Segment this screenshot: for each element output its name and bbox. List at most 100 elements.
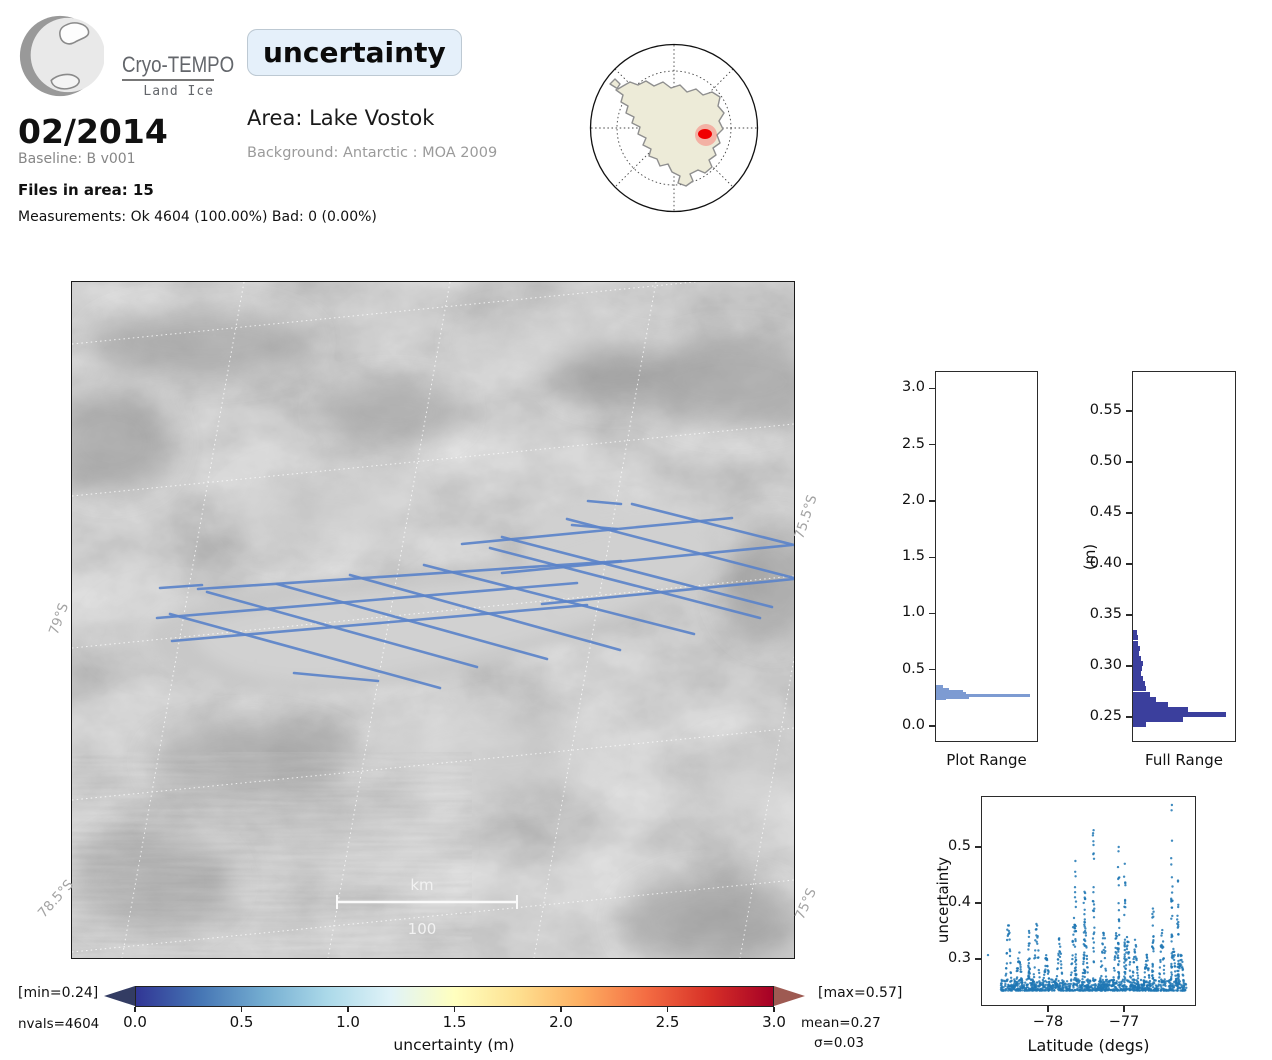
- colorbar-tick-label: 0.0: [123, 1013, 147, 1031]
- colorbar-over-arrow: [774, 986, 805, 1006]
- colorbar-tick-label: 3.0: [762, 1013, 786, 1031]
- hist-bar: [1133, 630, 1137, 636]
- measurements-summary: Measurements: Ok 4604 (100.00%) Bad: 0 (…: [18, 209, 377, 225]
- hist-bar: [1133, 650, 1139, 656]
- hist-bar: [1133, 655, 1141, 661]
- metric-title-chip: uncertainty: [247, 29, 462, 76]
- hist-bar: [1133, 717, 1183, 723]
- hist-bar: [936, 694, 1031, 697]
- full-range-histogram: (m) Full Range 0.25 0.30 0.35 0.40 0.45 0.50 0…: [1081, 371, 1236, 769]
- satellite-map: km 100: [0, 271, 863, 967]
- y-tick-label: 0.25: [1089, 708, 1122, 724]
- area-marker: [698, 129, 712, 139]
- y-tick-label: 0.40: [1089, 555, 1122, 571]
- colorbar-under-arrow: [104, 986, 135, 1006]
- hist-bar: [936, 696, 969, 699]
- background-subtitle: Background: Antarctic : MOA 2009: [247, 145, 498, 161]
- files-in-area: Files in area: 15: [18, 181, 154, 199]
- hist-bar: [936, 685, 943, 688]
- hist-bar: [936, 697, 946, 701]
- y-tick-label: 1.0: [901, 604, 925, 621]
- map-scalebar: km 100: [336, 876, 518, 938]
- track-line: [158, 583, 204, 590]
- y-tick-label: 1.5: [901, 548, 925, 565]
- hist-bar: [1133, 696, 1156, 702]
- hist-bar: [1133, 701, 1168, 707]
- y-tick-label: 0.5: [947, 838, 971, 854]
- hist-bar: [1133, 666, 1142, 672]
- colorbar-tick-label: 2.5: [655, 1013, 680, 1031]
- scalebar-unit: km: [410, 876, 433, 894]
- y-tick-label: 0.50: [1089, 453, 1122, 469]
- uncertainty-colorbar: [min=0.24] nvals=4604 [max=0.57] mean=0.…: [0, 978, 1272, 1060]
- report-baseline: Baseline: B v001: [18, 151, 136, 167]
- uncertainty-latitude-scatter: uncertainty Latitude (degs) 0.3 0.4 0.5 −78…: [934, 796, 1196, 1055]
- plot-range-title: Plot Range: [946, 751, 1027, 769]
- x-tick-label: −77: [1108, 1014, 1140, 1030]
- hist-bar: [1133, 706, 1188, 712]
- colorbar-nvals-label: nvals=4604: [18, 1016, 100, 1032]
- hist-bar: [936, 692, 966, 695]
- track-line: [586, 499, 623, 506]
- plot-range-histogram: Plot Range 0.0 0.5 1.0 1.5 2.0 2.5 3.0: [902, 371, 1038, 769]
- track-line: [196, 559, 623, 591]
- hist-bar: [936, 687, 949, 690]
- colorbar-tick-label: 1.0: [336, 1013, 360, 1031]
- track-line: [422, 563, 696, 636]
- antarctica-outline: [609, 78, 725, 187]
- y-tick-label: 0.45: [1089, 504, 1122, 520]
- track-line: [488, 546, 762, 620]
- y-tick-label: 0.0: [901, 717, 925, 733]
- antarctica-locator: [589, 43, 759, 213]
- hist-bar: [936, 689, 963, 693]
- track-line: [540, 577, 796, 606]
- x-tick-label: −78: [1032, 1014, 1064, 1030]
- locator-circle: [589, 43, 759, 213]
- globe-crescent-icon: [19, 15, 105, 97]
- colorbar-tick-label: 1.5: [442, 1013, 467, 1031]
- map-lat-label: 79°S: [45, 600, 73, 638]
- scatter-points: [986, 803, 1188, 992]
- track-line: [292, 671, 380, 683]
- hist-bar: [1133, 645, 1140, 651]
- hist-bar: [1133, 635, 1138, 641]
- satellite-tracks: [155, 499, 796, 690]
- hist-bar: [1133, 676, 1143, 682]
- colorbar-min-label: [min=0.24]: [18, 985, 99, 1001]
- track-line: [570, 523, 619, 531]
- y-tick-label: 0.4: [947, 894, 971, 910]
- hist-bar: [1133, 691, 1150, 697]
- hist-bar: [1133, 711, 1226, 717]
- full-range-title: Full Range: [1145, 751, 1223, 769]
- area-title: Area: Lake Vostok: [247, 106, 435, 130]
- cryo-tempo-logo: Cryo-TEMPO Land Ice: [16, 12, 246, 108]
- track-line: [460, 516, 734, 546]
- y-tick-label: 0.55: [1089, 402, 1122, 418]
- track-line: [170, 603, 589, 643]
- y-tick-label: 3.0: [901, 379, 925, 396]
- colorbar-tick-label: 2.0: [549, 1013, 573, 1031]
- track-line: [500, 543, 794, 575]
- y-tick-label: 0.5: [901, 660, 925, 677]
- logo-title: Cryo-TEMPO: [122, 52, 235, 77]
- satellite-map-image: km 100: [0, 271, 863, 967]
- colorbar-max-label: [max=0.57]: [818, 985, 903, 1001]
- logo-rule: [122, 79, 214, 81]
- hist-bar: [1133, 686, 1146, 692]
- hist-bar: [1133, 640, 1138, 646]
- hist-bar: [1133, 671, 1141, 677]
- hist-bar: [1133, 722, 1146, 728]
- colorbar-sigma-label: σ=0.03: [814, 1035, 864, 1051]
- y-tick-label: 0.3: [947, 950, 971, 966]
- colorbar-tick-label: 0.5: [229, 1013, 254, 1031]
- track-line: [630, 502, 796, 547]
- track-line: [348, 573, 622, 652]
- map-lat-label: 75.5°S: [791, 492, 821, 542]
- logo-subtitle: Land Ice: [143, 84, 214, 99]
- track-line: [205, 590, 479, 669]
- track-line: [168, 612, 442, 690]
- y-tick-label: 2.0: [901, 491, 925, 508]
- y-tick-label: 2.5: [901, 435, 925, 452]
- track-line: [500, 535, 774, 609]
